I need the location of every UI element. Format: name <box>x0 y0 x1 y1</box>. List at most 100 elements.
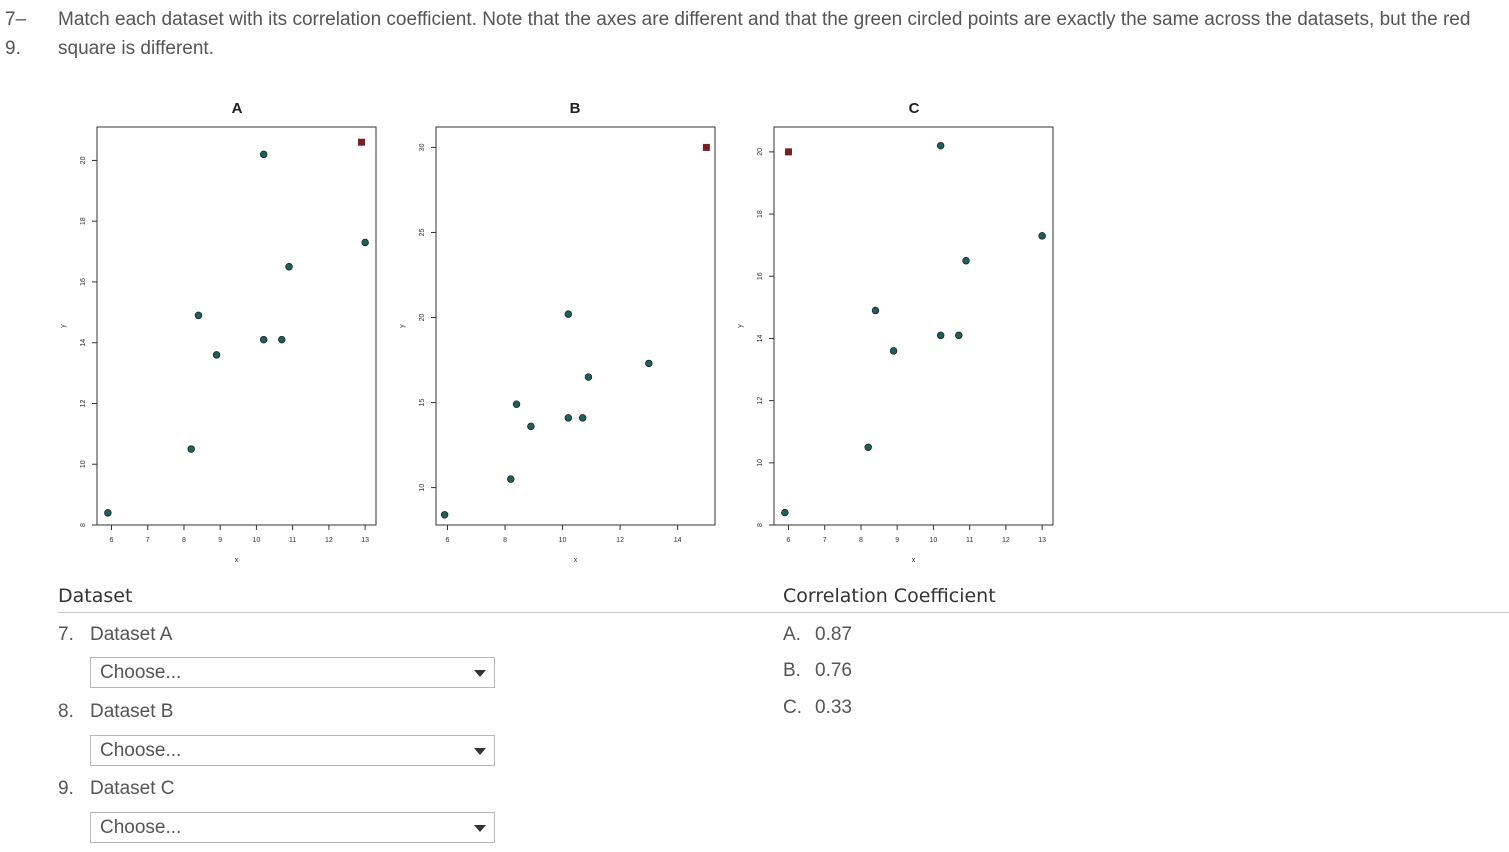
y-tick-label-a: 16 <box>80 278 87 286</box>
option-letter: A. <box>783 624 801 645</box>
data-point-a <box>361 238 369 247</box>
x-tick-label-b: 14 <box>674 537 682 544</box>
y-tick-label-c: 20 <box>757 148 764 156</box>
y-tick-label-c: 12 <box>757 397 764 405</box>
caret-down-icon <box>474 670 486 677</box>
dataset-a-item: 7. Dataset A <box>58 624 172 646</box>
question-text: Match each dataset with its correlation … <box>58 9 1471 59</box>
plot-title-a: A <box>231 100 243 117</box>
select-value: Choose... <box>100 740 182 761</box>
data-point-c <box>936 331 945 340</box>
red-square-point-c <box>784 148 792 156</box>
y-tick-label-b: 20 <box>419 314 426 322</box>
x-axis-label-b: x <box>574 557 578 564</box>
coefficient-header: Correlation Coefficient <box>783 585 996 607</box>
option-value: 0.76 <box>815 660 852 681</box>
x-tick-label-c: 13 <box>1038 537 1046 544</box>
data-point-b <box>507 475 515 483</box>
data-point-a <box>212 351 221 359</box>
item-number: 9. <box>58 778 74 799</box>
y-tick-label-c: 10 <box>757 459 764 467</box>
y-tick-label-a: 20 <box>80 156 87 164</box>
data-point-c <box>864 443 872 451</box>
option-c: C. 0.33 <box>783 697 852 719</box>
option-a: A. 0.87 <box>783 624 852 646</box>
data-point-a <box>187 445 195 453</box>
x-tick-label-b: 10 <box>559 537 567 544</box>
y-axis-label-b: y <box>399 324 406 328</box>
dataset-b-select[interactable]: Choose... <box>90 735 495 766</box>
y-tick-label-a: 10 <box>80 460 87 468</box>
option-value: 0.33 <box>815 697 852 718</box>
y-tick-label-a: 14 <box>80 339 87 347</box>
x-tick-label-b: 8 <box>503 537 507 544</box>
x-axis-label-a: x <box>235 557 239 564</box>
red-square-point-b <box>702 143 710 151</box>
data-point-a <box>259 335 268 344</box>
data-point-b <box>527 422 535 431</box>
x-tick-label-c: 7 <box>823 537 827 544</box>
caret-down-icon <box>474 825 486 832</box>
option-b: B. 0.76 <box>783 660 852 682</box>
x-tick-label-c: 9 <box>895 537 899 544</box>
x-tick-label-a: 13 <box>361 537 369 544</box>
data-point-b <box>578 414 587 422</box>
x-tick-label-c: 12 <box>1002 537 1010 544</box>
dataset-header: Dataset <box>58 585 133 607</box>
data-point-a <box>194 311 203 320</box>
x-axis-label-c: x <box>912 557 916 564</box>
option-letter: C. <box>783 697 802 718</box>
dataset-c-item: 9. Dataset C <box>58 778 174 800</box>
x-tick-label-a: 12 <box>325 537 333 544</box>
x-tick-label-b: 6 <box>446 537 450 544</box>
plot-frame-c <box>773 126 1054 526</box>
data-point-c <box>936 141 945 150</box>
x-tick-label-a: 6 <box>110 537 114 544</box>
dataset-a-select[interactable]: Choose... <box>90 657 495 688</box>
data-point-c <box>889 347 898 355</box>
item-label: Dataset A <box>90 624 173 645</box>
item-label: Dataset B <box>90 701 174 722</box>
y-tick-label-c: 14 <box>757 334 764 342</box>
y-tick-label-c: 16 <box>757 272 764 280</box>
x-tick-label-c: 10 <box>930 537 938 544</box>
data-point-c <box>871 306 880 315</box>
data-point-b <box>564 414 573 422</box>
dataset-c-select[interactable]: Choose... <box>90 812 495 843</box>
option-letter: B. <box>783 660 801 681</box>
y-tick-label-a: 8 <box>80 523 87 527</box>
data-point-b <box>564 310 573 318</box>
y-tick-label-c: 8 <box>757 523 764 527</box>
item-number: 8. <box>58 701 74 722</box>
data-point-a <box>278 335 286 344</box>
y-axis-label-a: y <box>60 324 67 328</box>
x-tick-label-b: 12 <box>616 537 624 544</box>
red-square-point-a <box>358 138 366 146</box>
x-tick-label-c: 8 <box>859 537 863 544</box>
y-tick-label-a: 18 <box>80 217 87 225</box>
x-tick-label-c: 6 <box>787 537 791 544</box>
y-tick-label-c: 18 <box>757 210 764 218</box>
x-tick-label-a: 10 <box>253 537 261 544</box>
select-value: Choose... <box>100 662 182 683</box>
data-point-b <box>584 373 593 381</box>
caret-down-icon <box>474 748 486 755</box>
data-point-b <box>645 359 653 368</box>
item-number: 7. <box>58 624 74 645</box>
data-point-c <box>1038 232 1046 240</box>
x-tick-label-a: 7 <box>146 537 150 544</box>
header-divider <box>58 612 1509 613</box>
data-point-c <box>781 508 789 517</box>
plot-title-c: C <box>908 100 920 117</box>
y-tick-label-a: 12 <box>80 399 87 407</box>
dataset-b-item: 8. Dataset B <box>58 701 173 723</box>
x-tick-label-a: 9 <box>218 537 222 544</box>
y-tick-label-b: 15 <box>419 399 426 407</box>
select-value: Choose... <box>100 817 182 838</box>
y-tick-label-b: 30 <box>419 143 426 151</box>
plot-frame-a <box>96 126 377 526</box>
data-point-a <box>259 150 268 159</box>
x-tick-label-a: 8 <box>182 537 186 544</box>
x-tick-label-c: 11 <box>966 537 973 544</box>
